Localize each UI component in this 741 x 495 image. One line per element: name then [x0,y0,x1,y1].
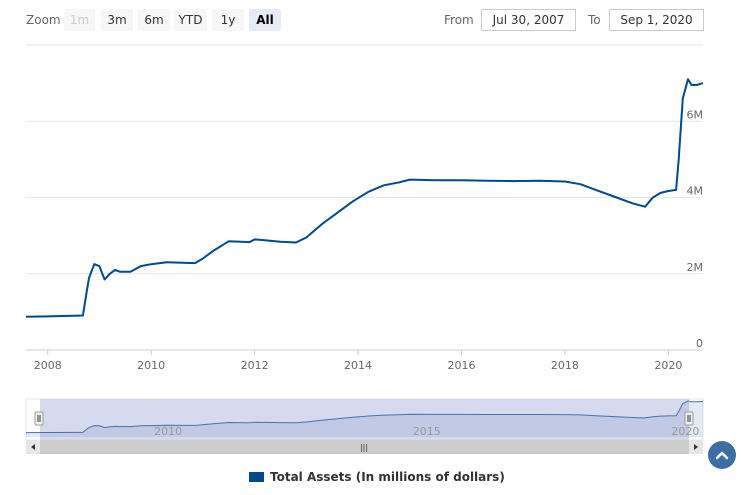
x-tick-label: 2016 [447,359,475,372]
zoom-3m-button[interactable]: 3m [101,9,133,31]
legend-swatch [249,472,264,482]
scroll-to-top-button[interactable] [708,441,736,469]
navigator-selection[interactable] [40,399,689,440]
zoom-label: Zoom [26,13,61,27]
x-tick-label: 2010 [137,359,165,372]
from-label: From [444,13,474,27]
y-tick-label: 4M [687,185,704,198]
x-axis-labels: 2008 2010 2012 2014 2016 2018 2020 [34,350,682,372]
navigator-grid [150,399,669,440]
scrollbar-thumb[interactable] [40,440,689,454]
range-selector: Zoom 1m 3m 6m YTD 1y All From Jul 30, 20… [0,0,741,40]
x-tick-label: 2020 [654,359,682,372]
zoom-ytd-button[interactable]: YTD [174,9,207,31]
arrow-right-icon [694,444,698,450]
y-tick-label: 2M [687,261,704,274]
zoom-1m-button[interactable]: 1m [64,9,95,31]
chevron-up-icon [715,451,729,460]
navigator-labels: 2010 2015 2020 [154,425,699,438]
to-date-input[interactable]: Sep 1, 2020 [609,9,704,31]
navigator-tick-label: 2010 [154,425,182,438]
navigator-tick-label: 2020 [671,425,699,438]
navigator-line [25,400,704,434]
x-tick-label: 2008 [34,359,62,372]
y-axis-labels: 0 2M 4M 6M [687,108,704,350]
series-line-total-assets[interactable] [25,78,704,318]
grid-lines [26,44,703,275]
x-tick-label: 2012 [241,359,269,372]
zoom-all-button[interactable]: All [249,9,281,31]
scrollbar-grip: ||| [360,443,368,452]
zoom-1y-button[interactable]: 1y [212,9,244,31]
navigator[interactable]: 2010 2015 2020 [25,398,704,441]
legend-item-total-assets[interactable]: Total Assets (In millions of dollars) [249,469,505,485]
x-tick-label: 2018 [551,359,579,372]
zoom-6m-button[interactable]: 6m [138,9,170,31]
navigator-left-handle[interactable] [34,411,44,426]
navigator-right-handle[interactable] [684,411,694,426]
y-tick-label: 6M [687,108,704,121]
navigator-area [26,401,703,437]
legend-label: Total Assets (In millions of dollars) [270,470,505,484]
y-tick-label: 0 [696,337,703,350]
x-tick-label: 2014 [344,359,372,372]
from-date-input[interactable]: Jul 30, 2007 [481,9,576,31]
arrow-left-icon [31,444,35,450]
navigator-tick-label: 2015 [413,425,441,438]
scrollbar[interactable]: ||| [26,440,703,454]
to-label: To [588,13,601,27]
